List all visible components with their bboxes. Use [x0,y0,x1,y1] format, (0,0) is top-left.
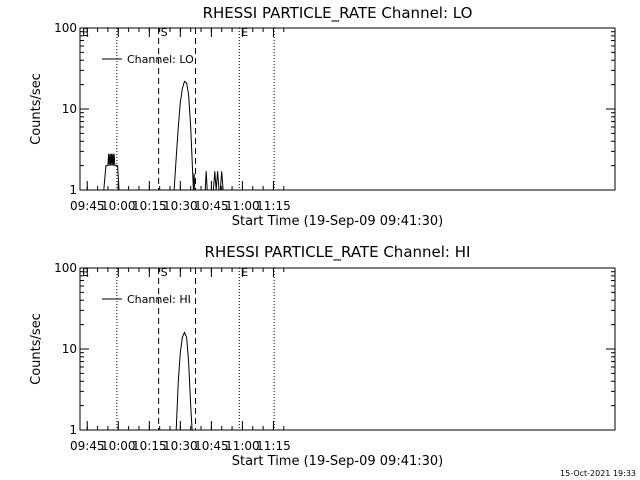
x-tick-label: 11:00 [225,439,260,453]
y-axis-label: Counts/sec [29,313,44,385]
footer-timestamp: 15-Oct-2021 19:33 [560,469,636,478]
x-tick-label: 09:45 [70,199,105,213]
time-marker-label: S [161,266,168,279]
time-marker-label: E [241,266,248,279]
y-tick-label: 1 [69,183,77,197]
legend-entry: Channel: HI [127,293,191,306]
x-tick-label: 10:45 [194,439,229,453]
time-marker-label: S [161,26,168,39]
series-line [212,171,220,191]
series-line [219,171,224,191]
x-tick-label: 10:45 [194,199,229,213]
series-line [204,171,208,191]
y-tick-label: 1 [69,423,77,437]
series-line [96,153,121,191]
y-tick-label: 100 [54,21,77,35]
time-marker-label: E [82,266,89,279]
chart-panel-hi: RHESSI PARTICLE_RATE Channel: HI 1 10 100 09… [29,243,616,469]
series-line [174,331,193,431]
x-axis-label: Start Time (19-Sep-09 09:41:30) [232,214,443,229]
time-marker-label: E [82,26,89,39]
chart-panel-lo: RHESSI PARTICLE_RATE Channel: LO 1 10 100 09… [29,4,616,229]
y-tick-label: 10 [62,102,77,116]
x-tick-label: 11:15 [256,199,291,213]
x-tick-label: 10:15 [132,199,167,213]
y-tick-label: 100 [54,261,77,275]
chart-title: RHESSI PARTICLE_RATE Channel: HI [205,243,471,262]
y-tick-label: 10 [62,342,77,356]
chart-title: RHESSI PARTICLE_RATE Channel: LO [203,4,473,23]
time-marker-label: E [241,26,248,39]
x-tick-label: 10:00 [101,439,136,453]
y-axis-label: Counts/sec [29,73,44,145]
x-tick-label: 11:00 [225,199,260,213]
x-tick-label: 10:30 [163,439,198,453]
legend-entry: Channel: LO [127,53,194,66]
x-tick-label: 11:15 [256,439,291,453]
x-axis-label: Start Time (19-Sep-09 09:41:30) [232,454,443,469]
x-tick-label: 10:00 [101,199,136,213]
x-tick-label: 10:15 [132,439,167,453]
x-tick-label: 09:45 [70,439,105,453]
series-line [171,80,196,191]
x-tick-label: 10:30 [163,199,198,213]
